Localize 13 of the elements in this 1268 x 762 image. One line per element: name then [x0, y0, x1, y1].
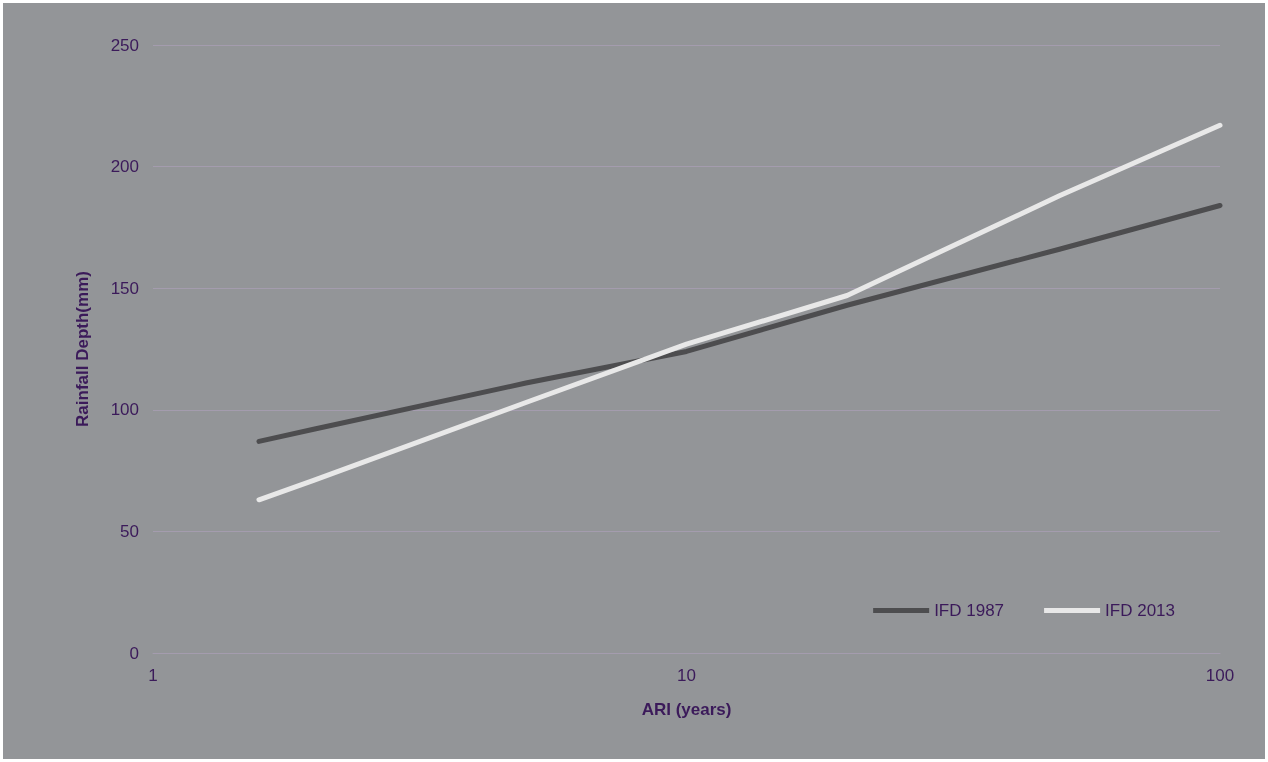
y-tick-label: 250: [110, 35, 139, 55]
y-tick-label: 150: [110, 278, 139, 298]
x-tick-label: 1: [148, 666, 158, 685]
legend-label: IFD 1987: [934, 601, 1005, 620]
y-tick-label: 0: [129, 643, 139, 663]
x-tick-label: 10: [677, 666, 696, 685]
y-tick-label: 100: [110, 400, 139, 420]
legend-label: IFD 2013: [1105, 601, 1176, 620]
y-tick-label: 200: [110, 157, 139, 177]
x-axis-title: ARI (years): [641, 700, 732, 719]
y-axis-title: Rainfall Depth(mm): [73, 271, 92, 427]
x-tick-label: 100: [1205, 666, 1235, 685]
y-tick-label: 50: [120, 521, 139, 541]
